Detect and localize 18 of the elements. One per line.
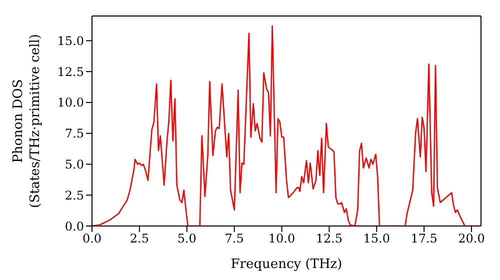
y-tick-label: 7.5 xyxy=(64,126,84,141)
y-tick-label: 5.0 xyxy=(64,157,84,172)
x-tick-label: 12.5 xyxy=(316,232,343,246)
x-tick-label: 2.5 xyxy=(130,232,149,246)
y-tick-label: 10.0 xyxy=(57,96,84,110)
y-axis-title: Phonon DOS (States/THz·primitive cell) xyxy=(11,34,43,208)
x-tick-label: 0.0 xyxy=(82,232,102,246)
y-tick-label: 0.0 xyxy=(64,219,84,234)
x-tick-label: 5.0 xyxy=(177,232,196,246)
x-tick-label: 17.5 xyxy=(410,232,438,246)
y-tick-label: 15.0 xyxy=(57,34,84,48)
x-tick-label: 20.0 xyxy=(458,232,485,246)
y-tick-label: 2.5 xyxy=(64,188,84,202)
x-tick-label: 10.0 xyxy=(268,232,296,246)
y-tick-label: 12.5 xyxy=(57,64,84,79)
x-tick-label: 15.0 xyxy=(363,232,390,246)
x-axis-title: Frequency (THz) xyxy=(230,257,342,272)
x-tick-label: 7.5 xyxy=(224,232,244,246)
